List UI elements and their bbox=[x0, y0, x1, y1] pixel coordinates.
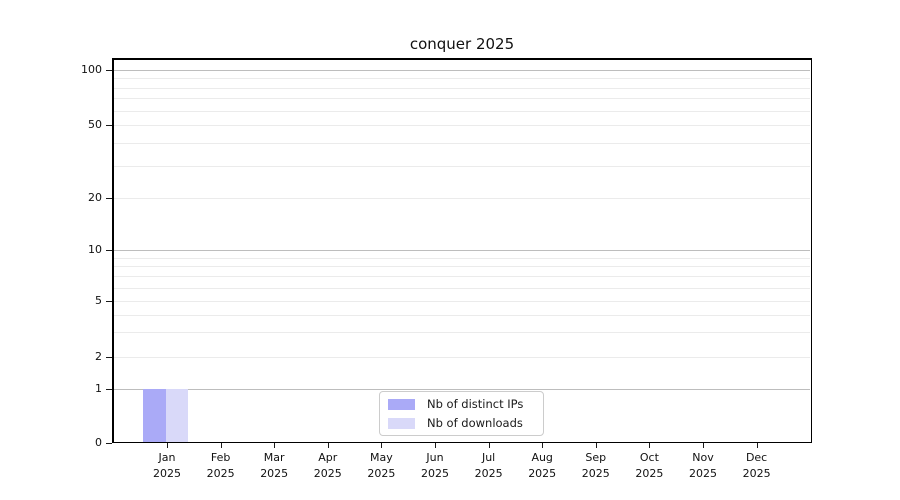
y-tick-mark bbox=[106, 70, 112, 71]
x-tick-label: Jul 2025 bbox=[474, 451, 503, 480]
x-tick-label: Dec 2025 bbox=[742, 451, 771, 480]
chart-title: conquer 2025 bbox=[409, 35, 515, 53]
x-tick-mark bbox=[649, 443, 651, 448]
x-tick-mark bbox=[274, 443, 276, 448]
gridline-minor bbox=[113, 287, 810, 289]
legend-swatch bbox=[388, 417, 415, 429]
x-tick-label: Jun 2025 bbox=[421, 451, 449, 480]
bar-distinct-ips bbox=[143, 389, 166, 443]
x-tick-mark bbox=[595, 443, 597, 448]
legend-entry: Nb of downloads bbox=[380, 415, 543, 431]
plot-right-spine bbox=[810, 58, 812, 443]
gridline-minor bbox=[113, 276, 810, 278]
y-tick-label: 10 bbox=[88, 243, 102, 256]
gridline-minor bbox=[113, 78, 810, 80]
x-tick-mark bbox=[756, 443, 758, 448]
y-tick-mark bbox=[106, 443, 112, 444]
y-tick-label: 100 bbox=[81, 63, 102, 76]
gridline-minor bbox=[113, 301, 810, 302]
x-tick-mark bbox=[327, 443, 329, 448]
x-tick-mark bbox=[220, 443, 222, 448]
x-tick-label: May 2025 bbox=[367, 451, 396, 480]
y-tick-label: 20 bbox=[88, 191, 102, 204]
legend-swatch bbox=[388, 398, 415, 410]
plot-left-spine bbox=[112, 58, 114, 443]
gridline-minor bbox=[113, 198, 810, 199]
y-tick-mark bbox=[106, 301, 112, 302]
gridline-major bbox=[113, 250, 810, 251]
y-tick-label: 0 bbox=[95, 436, 102, 449]
plot-top-spine bbox=[112, 58, 812, 60]
y-tick-mark bbox=[106, 356, 112, 358]
bar-downloads bbox=[165, 389, 188, 443]
gridline-major bbox=[113, 389, 810, 390]
y-tick-mark bbox=[106, 250, 112, 251]
y-tick-mark bbox=[106, 389, 112, 390]
x-tick-label: Aug 2025 bbox=[528, 451, 557, 480]
gridline-minor bbox=[113, 331, 810, 333]
x-tick-mark bbox=[488, 443, 490, 448]
legend-label: Nb of downloads bbox=[427, 416, 523, 430]
y-tick-mark bbox=[106, 198, 112, 199]
x-tick-label: Nov 2025 bbox=[689, 451, 717, 480]
legend: Nb of distinct IPs Nb of downloads bbox=[379, 391, 544, 436]
y-tick-label: 50 bbox=[88, 118, 102, 131]
x-tick-label: Mar 2025 bbox=[260, 451, 289, 480]
gridline-minor bbox=[113, 110, 810, 112]
y-tick-mark bbox=[106, 125, 112, 126]
gridline-minor bbox=[113, 98, 810, 100]
gridline-major bbox=[113, 70, 810, 71]
legend-entry: Nb of distinct IPs bbox=[380, 396, 543, 412]
x-tick-label: Jan 2025 bbox=[153, 451, 181, 480]
x-tick-label: Oct 2025 bbox=[635, 451, 664, 480]
gridline-minor bbox=[113, 257, 810, 259]
y-tick-label: 1 bbox=[95, 382, 102, 395]
x-tick-mark bbox=[381, 443, 383, 448]
gridline-minor bbox=[113, 125, 810, 126]
x-tick-label: Feb 2025 bbox=[206, 451, 235, 480]
gridline-minor bbox=[113, 142, 810, 144]
y-tick-label: 5 bbox=[95, 294, 102, 307]
legend-label: Nb of distinct IPs bbox=[427, 397, 524, 411]
x-tick-mark bbox=[435, 443, 436, 448]
plot-bottom-spine bbox=[112, 441, 812, 443]
gridline-minor bbox=[113, 87, 810, 89]
x-tick-mark bbox=[167, 443, 168, 448]
gridline-minor bbox=[113, 165, 810, 167]
x-tick-label: Sep 2025 bbox=[581, 451, 610, 480]
gridline-minor bbox=[113, 356, 810, 358]
x-tick-label: Apr 2025 bbox=[313, 451, 342, 480]
x-tick-mark bbox=[542, 443, 544, 448]
x-tick-mark bbox=[703, 443, 704, 448]
gridline-minor bbox=[113, 314, 810, 316]
gridline-minor bbox=[113, 266, 810, 268]
y-tick-label: 2 bbox=[95, 349, 102, 363]
